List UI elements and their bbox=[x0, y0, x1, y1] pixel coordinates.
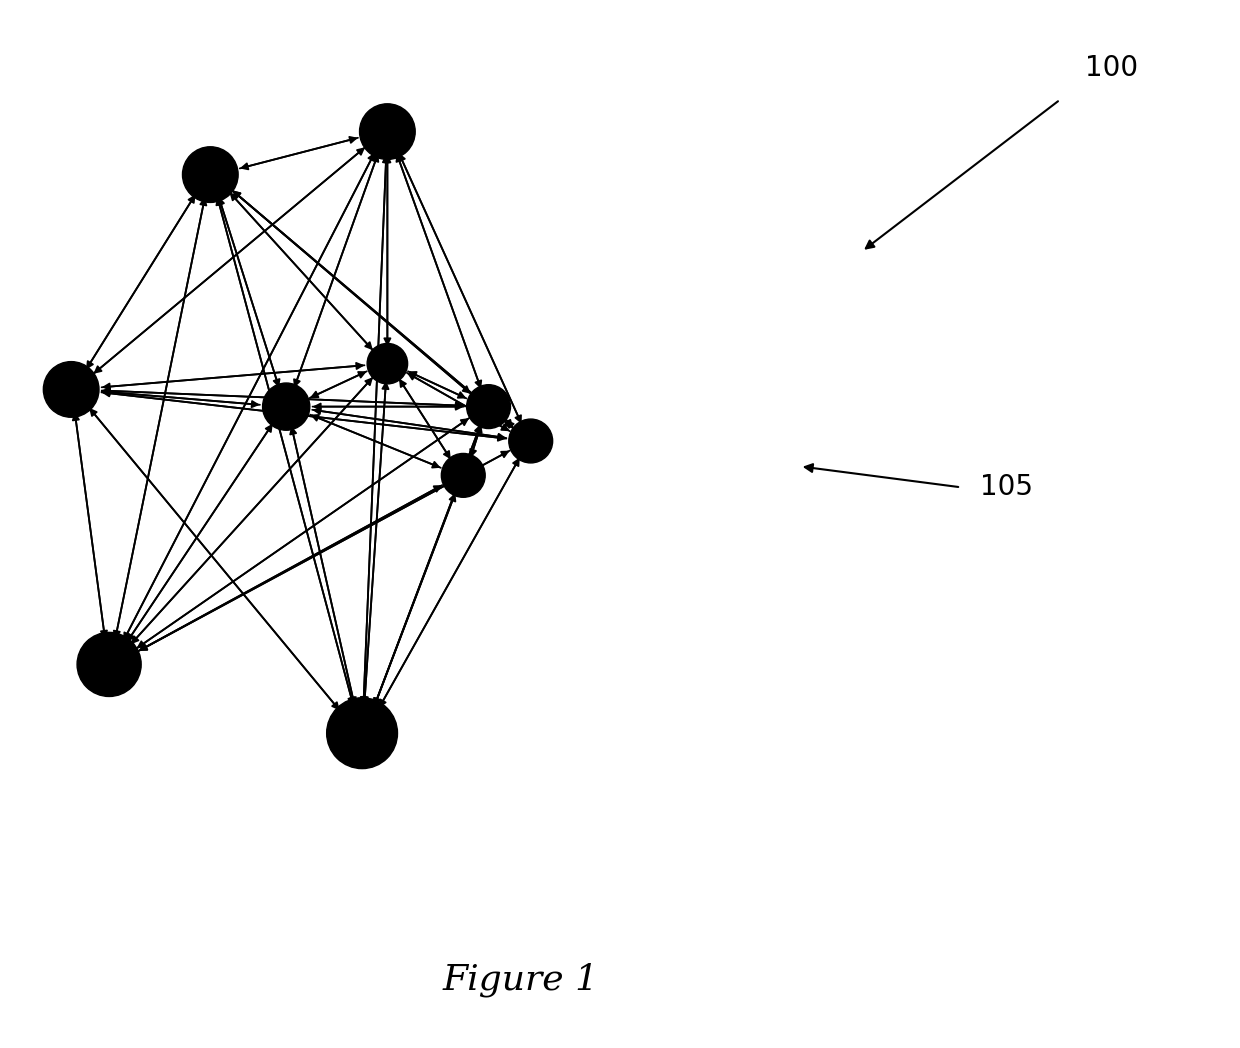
Ellipse shape bbox=[77, 632, 141, 697]
Ellipse shape bbox=[367, 344, 408, 384]
Ellipse shape bbox=[360, 104, 415, 159]
Ellipse shape bbox=[441, 454, 485, 498]
Ellipse shape bbox=[182, 147, 238, 202]
Ellipse shape bbox=[326, 698, 398, 768]
Ellipse shape bbox=[263, 383, 310, 431]
Text: Figure 1: Figure 1 bbox=[443, 963, 599, 997]
Text: 105: 105 bbox=[980, 474, 1033, 501]
Ellipse shape bbox=[466, 385, 511, 429]
Ellipse shape bbox=[508, 419, 553, 463]
Ellipse shape bbox=[43, 362, 99, 417]
Text: 100: 100 bbox=[1085, 54, 1138, 82]
